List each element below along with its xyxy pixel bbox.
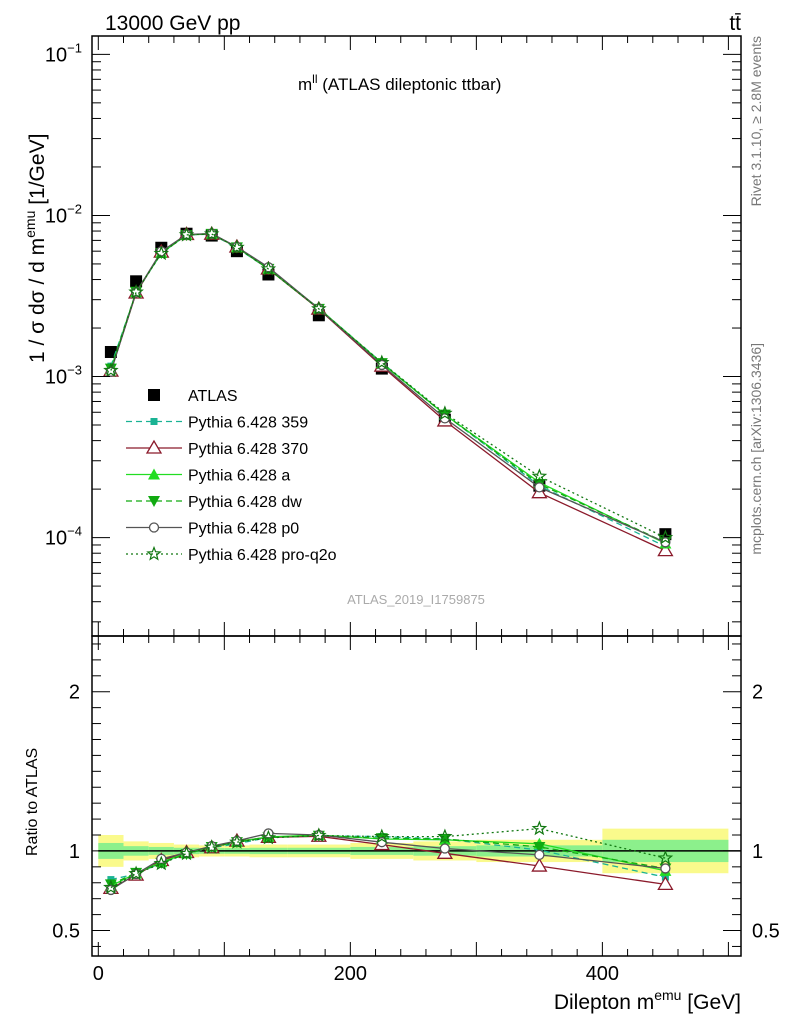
ratio-line: [110, 835, 666, 885]
data-point: [130, 275, 143, 288]
data-point: [374, 354, 390, 370]
data-point: [311, 300, 327, 316]
data-point: [660, 537, 671, 548]
rivet-version-label: Rivet 3.1.10, ≥ 2.8M events: [748, 36, 764, 206]
main-axis-ticks: 10−1 10−2 10−3 10−4: [45, 36, 741, 636]
legend-entry-pythia-6-428-a: Pythia 6.428 a: [126, 468, 290, 485]
ratio-point: [103, 879, 119, 895]
ratio-point: [311, 827, 327, 843]
main-y-tick-label: 10−1: [45, 40, 82, 66]
legend-entry-atlas: ATLAS: [148, 388, 238, 405]
series-line: [110, 233, 666, 543]
ratio-point: [178, 845, 195, 861]
data-point: [439, 413, 451, 424]
data-point: [153, 245, 170, 261]
legend-entry-pythia-6-428-370: Pythia 6.428 370: [126, 439, 308, 458]
ratio-y-tick-label: 0.5: [52, 921, 80, 943]
ratio-y-tick-label: 2: [69, 682, 80, 704]
data-point: [105, 366, 117, 377]
x-axis-label: Dilepton memu [GeV]: [554, 987, 741, 1014]
ratio-axis-ticks: 0 200 400 0.5 0.5 1 1 2 2: [52, 636, 780, 985]
legend-marker: [148, 468, 160, 480]
data-point: [534, 482, 545, 493]
data-point: [203, 225, 220, 241]
legend-entry-pythia-6-428-pro-q2o: Pythia 6.428 pro-q2o: [126, 545, 337, 564]
ratio-point: [153, 855, 170, 871]
ratio-line: [110, 827, 666, 889]
main-y-tick-label: 10−2: [45, 201, 82, 227]
mcplots-source-label: mcplots.cern.ch [arXiv:1306.3436]: [748, 343, 764, 555]
ratio-y-tick-label-right: 2: [752, 682, 763, 704]
legend-marker: [148, 389, 160, 401]
legend-marker: [145, 439, 163, 454]
data-point: [178, 226, 195, 242]
legend-label: Pythia 6.428 370: [188, 441, 308, 458]
process-label: tt̄: [729, 12, 741, 35]
legend: ATLAS Pythia 6.428 359 Pythia 6.428 370 Pyt…: [126, 388, 337, 564]
legend-marker: [150, 418, 158, 425]
data-point: [657, 529, 674, 545]
energy-label: 13000 GeV pp: [105, 12, 240, 35]
data-point: [260, 260, 277, 276]
ratio-series-pythia-6-428-pro-q2o: [103, 820, 674, 895]
ratio-point: [437, 828, 453, 844]
data-point: [659, 528, 672, 541]
legend-label: Pythia 6.428 a: [188, 468, 290, 485]
legend-entry-pythia-6-428-dw: Pythia 6.428 dw: [126, 494, 302, 511]
legend-label: Pythia 6.428 p0: [188, 521, 299, 538]
ratio-y-axis-label: Ratio to ATLAS: [24, 748, 41, 856]
legend-marker: [146, 545, 162, 561]
data-point: [437, 405, 453, 421]
ratio-point: [657, 876, 674, 891]
main-y-tick-label: 10−3: [45, 363, 82, 389]
ratio-point: [439, 843, 451, 854]
x-tick-label: 0: [93, 963, 104, 985]
ratio-point: [534, 849, 545, 861]
main-y-axis-label: 1 / σ dσ / d memu [1/GeV]: [22, 134, 49, 363]
ratio-y-tick-label-right: 1: [752, 841, 763, 863]
ratio-y-tick-label-right: 0.5: [752, 921, 780, 943]
ratio-point: [203, 839, 220, 854]
x-tick-label: 200: [334, 963, 367, 985]
legend-label: Pythia 6.428 pro-q2o: [188, 547, 337, 564]
legend-marker: [148, 522, 160, 533]
main-y-tick-label: 10−4: [45, 524, 82, 550]
ratio-y-tick-label: 1: [69, 841, 80, 863]
series-line: [110, 233, 666, 539]
main-panel: 10−1 10−2 10−3 10−4 mll (ATLAS dileptonic t…: [22, 35, 742, 637]
ratio-point: [260, 829, 277, 845]
series-pythia-6-428-pro-q2o: [103, 225, 674, 545]
legend-entry-pythia-6-428-p0: Pythia 6.428 p0: [126, 521, 299, 538]
ratio-point: [374, 828, 390, 844]
main-series-layer: [102, 225, 674, 557]
ratio-point: [657, 849, 674, 865]
data-point: [103, 362, 119, 378]
ratio-point: [531, 820, 548, 836]
legend-label: Pythia 6.428 dw: [188, 494, 302, 511]
data-point: [229, 239, 245, 255]
legend-label: ATLAS: [188, 388, 238, 405]
ratio-point: [128, 865, 144, 881]
ratio-frame: [91, 635, 742, 957]
legend-marker: [148, 496, 160, 507]
legend-label: Pythia 6.428 359: [188, 415, 308, 432]
ratio-point: [229, 834, 245, 849]
ratio-point: [531, 857, 548, 872]
data-point: [104, 345, 117, 358]
ratio-point: [660, 863, 671, 874]
analysis-watermark: ATLAS_2019_I1759875: [347, 592, 485, 607]
ratio-panel: 0 200 400 0.5 0.5 1 1 2 2 Ratio to ATLAS Dilepto…: [24, 635, 780, 1014]
ratio-point: [533, 841, 546, 853]
ratio-series-layer: [102, 820, 674, 896]
data-point: [531, 468, 548, 483]
legend-entry-pythia-6-428-359: Pythia 6.428 359: [126, 415, 308, 432]
data-point: [128, 284, 144, 299]
data-point: [657, 542, 674, 557]
x-tick-label: 400: [586, 963, 619, 985]
main-title: mll (ATLAS dileptonic ttbar): [298, 72, 501, 94]
